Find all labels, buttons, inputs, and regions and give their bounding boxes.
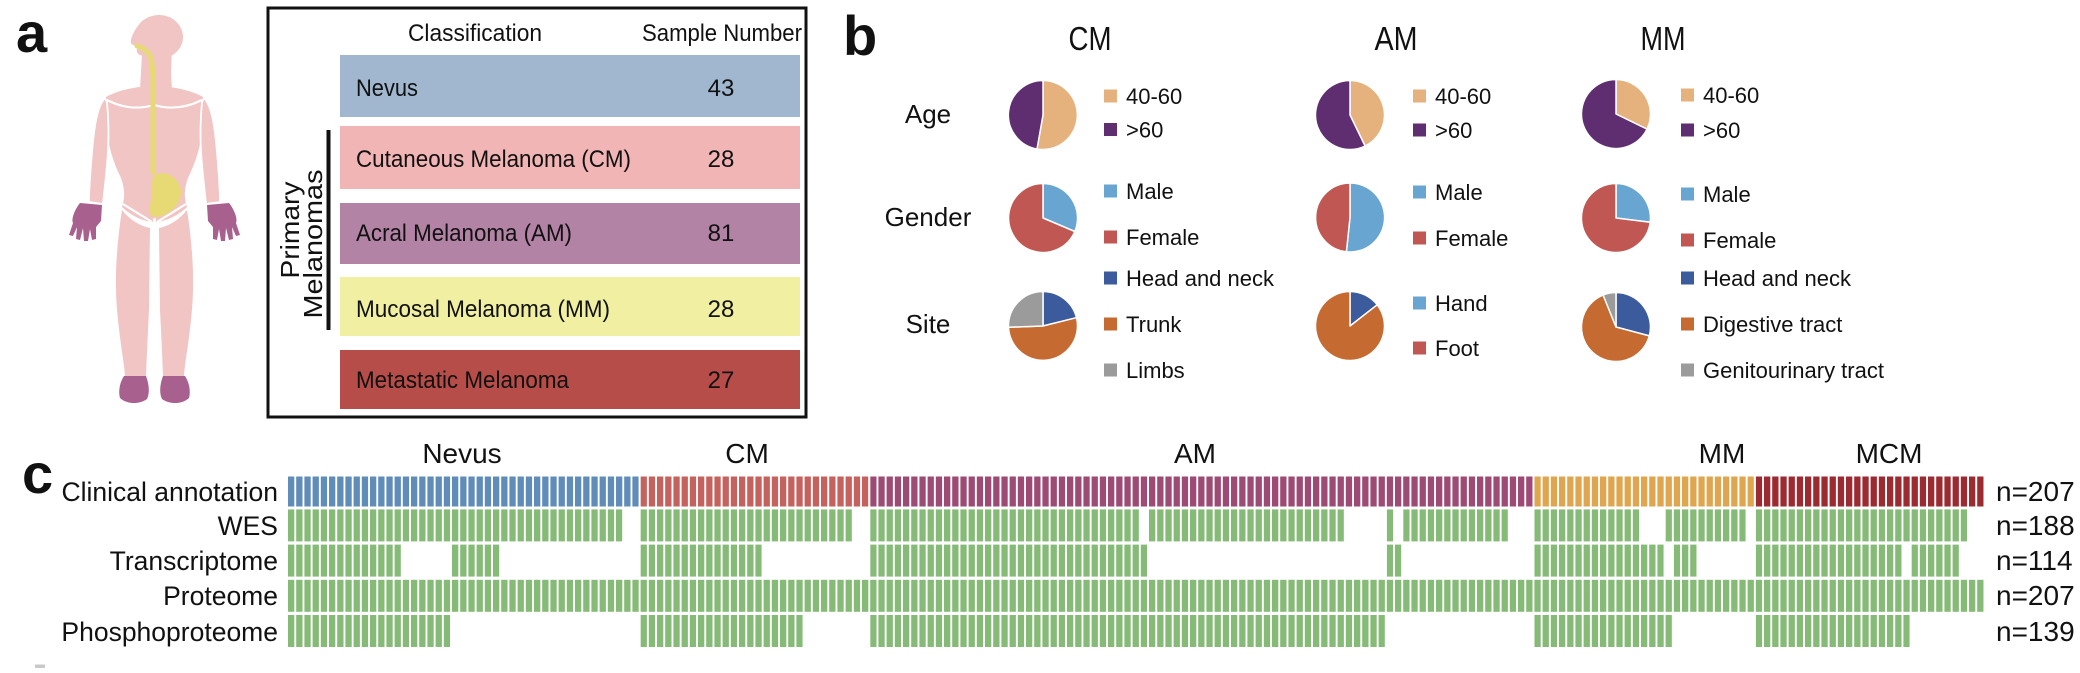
svg-text:Gender: Gender	[885, 202, 972, 232]
svg-text:n=188: n=188	[1996, 510, 2075, 541]
svg-text:CM: CM	[725, 438, 769, 469]
svg-text:Nevus: Nevus	[356, 75, 418, 102]
svg-text:Age: Age	[905, 99, 951, 129]
svg-text:a: a	[16, 1, 48, 64]
svg-text:Limbs: Limbs	[1126, 358, 1185, 383]
svg-text:b: b	[843, 4, 877, 67]
svg-text:Cutaneous Melanoma (CM): Cutaneous Melanoma (CM)	[356, 146, 631, 173]
svg-text:Transcriptome: Transcriptome	[110, 546, 278, 576]
svg-text:n=207: n=207	[1996, 580, 2075, 611]
svg-text:27: 27	[708, 367, 735, 394]
svg-text:40-60: 40-60	[1703, 83, 1759, 108]
svg-text:81: 81	[708, 220, 735, 247]
svg-text:Foot: Foot	[1435, 336, 1479, 361]
svg-text:Female: Female	[1703, 228, 1776, 253]
svg-text:28: 28	[708, 296, 735, 323]
svg-text:n=139: n=139	[1996, 616, 2075, 647]
svg-text:Trunk: Trunk	[1126, 312, 1182, 337]
svg-text:Phosphoproteome: Phosphoproteome	[61, 617, 278, 647]
svg-text:Male: Male	[1703, 182, 1751, 207]
svg-text:Site: Site	[906, 309, 951, 339]
svg-text:Sample Number: Sample Number	[642, 20, 802, 47]
svg-text:c: c	[22, 442, 53, 505]
svg-text:>60: >60	[1703, 118, 1740, 143]
svg-text:40-60: 40-60	[1126, 84, 1182, 109]
svg-text:Female: Female	[1126, 225, 1199, 250]
svg-text:>60: >60	[1126, 118, 1163, 143]
svg-text:Hand: Hand	[1435, 291, 1488, 316]
svg-text:MCM: MCM	[1856, 438, 1923, 469]
svg-text:AM: AM	[1174, 438, 1216, 469]
svg-text:Classification: Classification	[408, 20, 542, 47]
svg-text:Acral Melanoma (AM): Acral Melanoma (AM)	[356, 220, 572, 247]
svg-text:AM: AM	[1375, 20, 1418, 57]
svg-text:>60: >60	[1435, 118, 1472, 143]
svg-text:Metastatic Melanoma: Metastatic Melanoma	[356, 367, 570, 394]
svg-text:Nevus: Nevus	[422, 438, 501, 469]
svg-text:MM: MM	[1641, 20, 1686, 57]
svg-text:Clinical annotation: Clinical annotation	[61, 477, 278, 507]
svg-text:WES: WES	[218, 511, 278, 541]
svg-text:MM: MM	[1699, 438, 1746, 469]
svg-text:CM: CM	[1069, 20, 1112, 57]
svg-text:40-60: 40-60	[1435, 84, 1491, 109]
svg-text:Primary: Primary	[275, 182, 305, 279]
svg-text:Digestive tract: Digestive tract	[1703, 312, 1842, 337]
svg-text:Male: Male	[1126, 179, 1174, 204]
svg-text:43: 43	[708, 75, 735, 102]
svg-text:Melanomas: Melanomas	[298, 170, 328, 319]
svg-text:Male: Male	[1435, 180, 1483, 205]
svg-text:Mucosal Melanoma (MM): Mucosal Melanoma (MM)	[356, 296, 610, 323]
svg-text:n=207: n=207	[1996, 476, 2075, 507]
svg-text:Genitourinary tract: Genitourinary tract	[1703, 358, 1884, 383]
svg-text:28: 28	[708, 146, 735, 173]
svg-text:Head and neck: Head and neck	[1703, 266, 1852, 291]
svg-text:Proteome: Proteome	[163, 581, 278, 611]
svg-text:Female: Female	[1435, 226, 1508, 251]
svg-text:Head and neck: Head and neck	[1126, 266, 1275, 291]
svg-text:n=114: n=114	[1996, 545, 2073, 576]
